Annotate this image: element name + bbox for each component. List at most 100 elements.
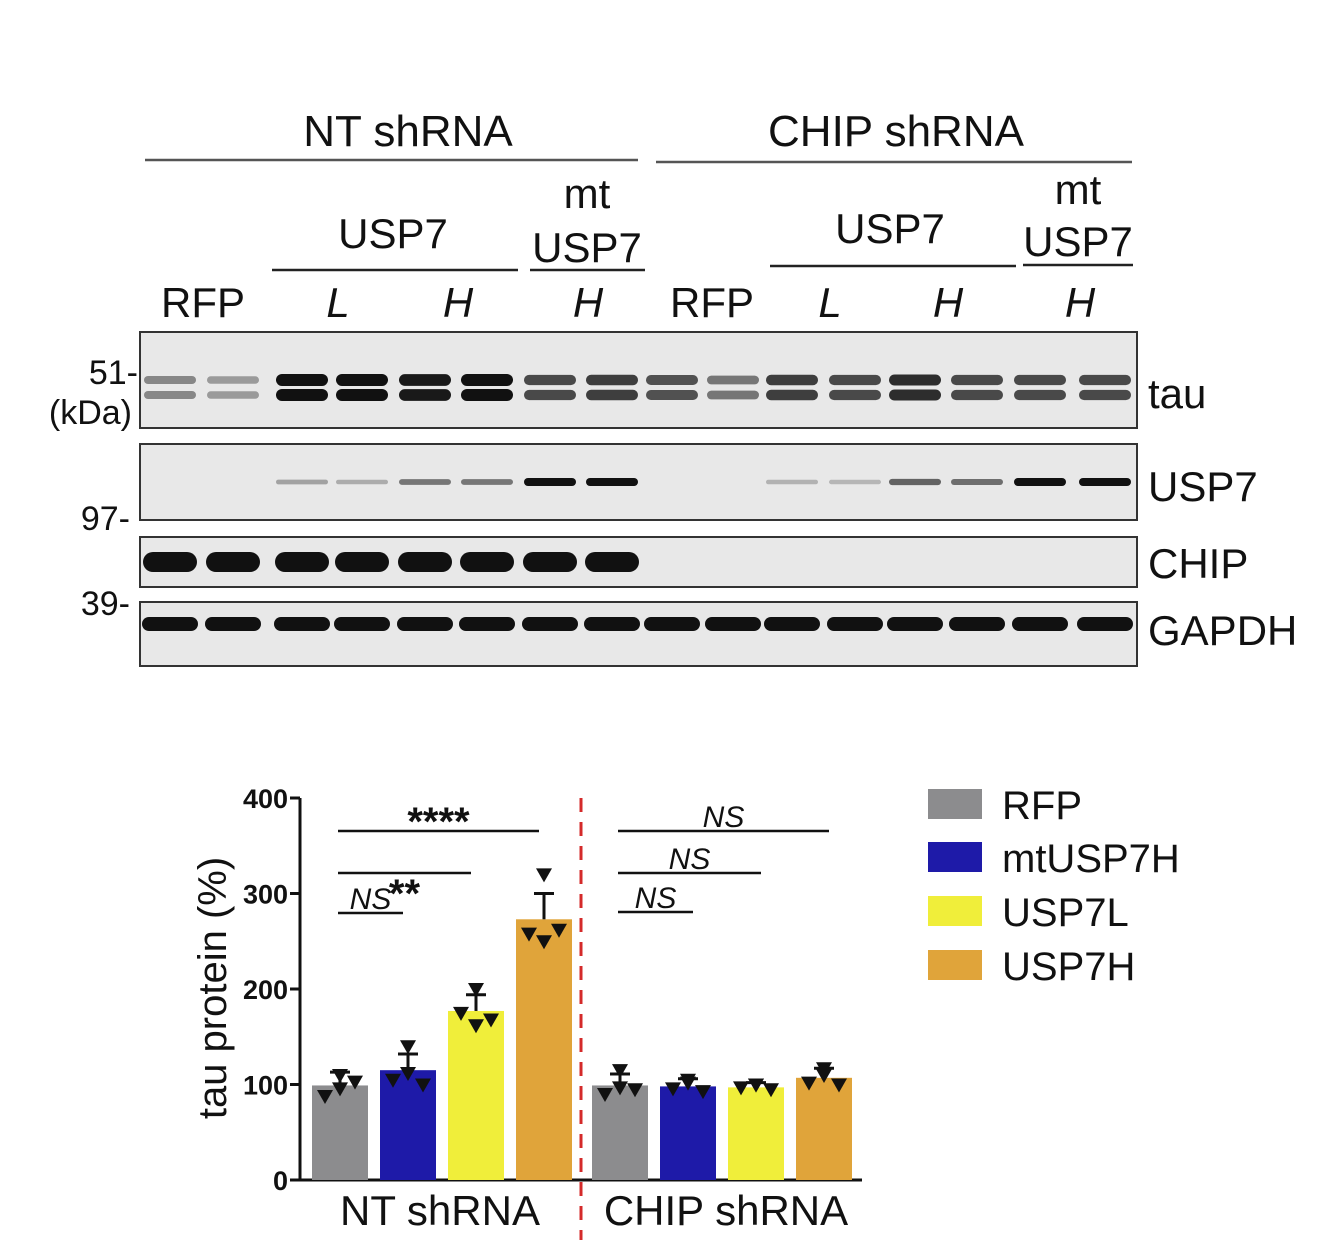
legend-swatch-rfp	[928, 789, 982, 819]
data-point	[400, 1067, 416, 1082]
band-tau-lane-10-1	[707, 375, 759, 385]
band-tau-lane-15-2	[1014, 389, 1066, 401]
band-usp7-lane-12	[829, 479, 881, 485]
band-tau-lane-1-1	[144, 375, 196, 385]
data-point	[801, 1076, 817, 1091]
bars	[312, 892, 852, 1180]
lane-label-low-chip: L	[818, 279, 841, 326]
bar-usp7h-chip	[796, 1077, 852, 1180]
band-tau-lane-4-2	[336, 389, 388, 401]
band-usp7-lane-8	[586, 478, 638, 486]
legend-label-rfp: RFP	[1002, 784, 1082, 828]
band-tau-lane-15-1	[1014, 374, 1066, 386]
subheader-usp7-chip: USP7	[835, 205, 945, 252]
protein-label-gapdh: GAPDH	[1148, 607, 1297, 654]
band-tau-lane-2-1	[207, 376, 259, 384]
blot-panels	[139, 331, 1138, 667]
data-point	[317, 1089, 333, 1104]
group-label-nt: NT shRNA	[340, 1187, 540, 1234]
bar-rfp-chip	[592, 1085, 648, 1180]
data-point	[468, 983, 484, 997]
band-tau-lane-5-2	[399, 389, 451, 401]
lane-label-high-nt: H	[443, 279, 474, 326]
significance-label: NS	[703, 801, 745, 834]
band-gapdh-lane-13	[887, 617, 943, 631]
significance-label: ****	[407, 800, 470, 844]
data-point	[816, 1068, 832, 1083]
data-point	[733, 1081, 749, 1096]
protein-label-tau: tau	[1148, 370, 1206, 417]
bar-mtusp7h-nt	[380, 1070, 436, 1180]
band-gapdh-lane-7	[522, 617, 578, 631]
data-point	[680, 1076, 696, 1091]
data-point	[385, 1073, 401, 1088]
band-tau-lane-8-2	[586, 389, 638, 401]
band-tau-lane-14-1	[951, 374, 1003, 386]
band-usp7-lane-4	[336, 479, 388, 485]
y-tick-label: 200	[243, 975, 288, 1005]
band-usp7-lane-7	[524, 478, 576, 486]
legend-swatch-mtusp7h	[928, 842, 982, 872]
subheader-usp7-nt: USP7	[338, 210, 448, 257]
band-tau-lane-3-1	[276, 374, 328, 386]
band-usp7-lane-3	[276, 479, 328, 485]
data-point	[483, 1013, 499, 1028]
y-tick-label: 0	[273, 1166, 288, 1196]
blot-header: NT shRNA CHIP shRNA USP7 mt USP7 USP7 mt…	[145, 107, 1133, 326]
band-tau-lane-8-1	[586, 374, 638, 386]
significance-label: NS	[350, 883, 392, 916]
band-tau-lane-9-1	[646, 375, 698, 385]
band-tau-lane-7-1	[524, 374, 576, 386]
band-usp7-lane-11	[766, 479, 818, 485]
panel-gapdh	[139, 601, 1138, 667]
band-gapdh-lane-16	[1077, 617, 1133, 631]
band-chip-lane-8	[585, 552, 639, 572]
group-header-chip: CHIP shRNA	[768, 107, 1025, 156]
y-tick-label: 300	[243, 880, 288, 910]
y-ticks: 0 100 200 300 400	[243, 784, 300, 1196]
band-tau-lane-13-2	[889, 389, 941, 401]
data-point	[332, 1068, 348, 1083]
protein-label-usp7: USP7	[1148, 463, 1258, 510]
band-chip-lane-3	[275, 552, 329, 572]
lane-label-mthigh-nt: H	[573, 279, 604, 326]
legend-swatch-usp7h	[928, 950, 982, 980]
band-gapdh-lane-5	[397, 617, 453, 631]
band-chip-lane-6	[460, 552, 514, 572]
band-tau-lane-7-2	[524, 389, 576, 401]
data-point	[612, 1064, 628, 1079]
data-point	[468, 1019, 484, 1034]
band-usp7-lane-13	[889, 478, 941, 486]
band-tau-lane-3-2	[276, 389, 328, 401]
data-point	[665, 1082, 681, 1097]
band-tau-lane-14-2	[951, 389, 1003, 401]
significance-label: NS	[635, 882, 677, 915]
band-tau-lane-12-1	[829, 374, 881, 386]
band-chip-lane-7	[523, 552, 577, 572]
band-tau-lane-16-2	[1079, 389, 1131, 401]
y-tick-label: 100	[243, 1071, 288, 1101]
y-tick-label: 400	[243, 784, 288, 814]
band-gapdh-lane-8	[584, 617, 640, 631]
group-label-chip: CHIP shRNA	[604, 1187, 848, 1234]
group-header-nt: NT shRNA	[303, 107, 513, 156]
band-tau-lane-11-2	[766, 389, 818, 401]
bar-mtusp7h-chip	[660, 1086, 716, 1180]
band-chip-lane-1	[143, 552, 197, 572]
blot-bands	[142, 374, 1133, 631]
band-chip-lane-4	[335, 552, 389, 572]
lane-label-mthigh-chip: H	[1065, 279, 1096, 326]
band-tau-lane-1-2	[144, 390, 196, 400]
band-usp7-lane-6	[461, 479, 513, 485]
band-tau-lane-2-2	[207, 391, 259, 399]
lane-label-rfp-nt: RFP	[161, 279, 245, 326]
band-tau-lane-6-2	[461, 389, 513, 401]
protein-label-chip: CHIP	[1148, 540, 1248, 587]
band-chip-lane-2	[206, 552, 260, 572]
band-usp7-lane-16	[1079, 478, 1131, 486]
marker-kda: (kDa)	[49, 394, 132, 432]
marker-51: 51-	[89, 354, 138, 392]
band-gapdh-lane-6	[459, 617, 515, 631]
